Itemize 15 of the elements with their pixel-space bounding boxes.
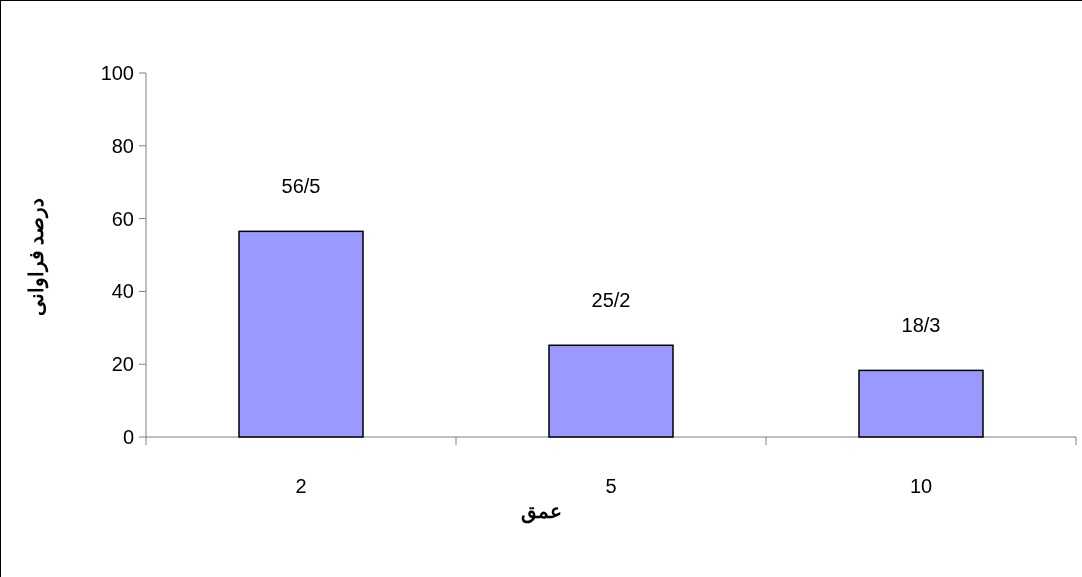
y-tick-label: 40 [111, 280, 134, 303]
data-label: 18/3 [901, 314, 941, 337]
x-tick-label: 10 [909, 475, 933, 497]
y-tick-label: 20 [111, 353, 134, 376]
y-tick-label: 80 [111, 134, 134, 157]
y-tick-label: 100 [100, 62, 134, 84]
y-tick-label: 0 [122, 426, 134, 448]
x-tick-label: 5 [605, 475, 617, 497]
y-tick-label: 60 [111, 207, 134, 230]
plot: 0 20 40 60 80 100 56/5 25/2 18/3 2 5 10 [100, 62, 1077, 497]
y-axis-title: درصد فراوانی [25, 197, 49, 317]
data-label: 56/5 [281, 175, 321, 198]
x-tick-label: 2 [295, 475, 307, 497]
x-axis-title: عمق [520, 500, 562, 524]
data-label: 25/2 [591, 289, 631, 312]
